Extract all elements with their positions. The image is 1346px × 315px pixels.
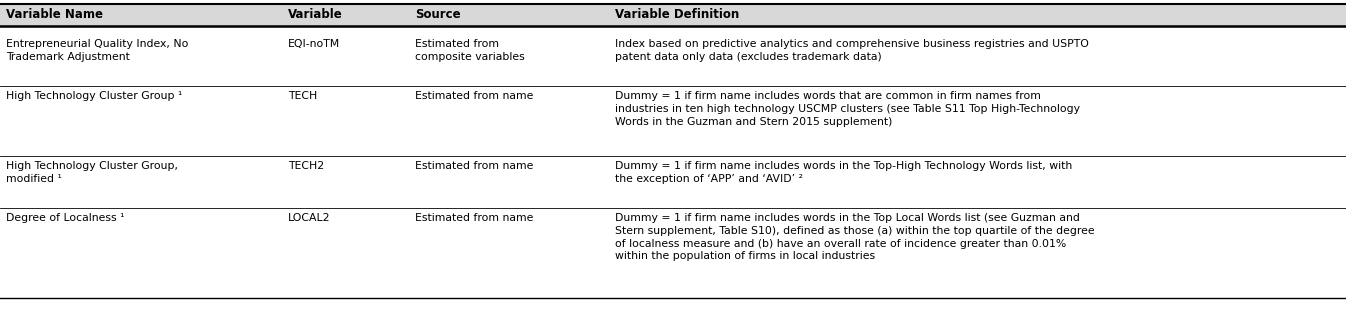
Text: LOCAL2: LOCAL2: [288, 213, 331, 223]
Text: Dummy = 1 if firm name includes words in the Top Local Words list (see Guzman an: Dummy = 1 if firm name includes words in…: [615, 213, 1094, 261]
Text: Estimated from name: Estimated from name: [415, 213, 533, 223]
Text: Estimated from name: Estimated from name: [415, 91, 533, 101]
Text: Estimated from
composite variables: Estimated from composite variables: [415, 39, 525, 62]
Text: Entrepreneurial Quality Index, No
Trademark Adjustment: Entrepreneurial Quality Index, No Tradem…: [5, 39, 188, 62]
Text: Index based on predictive analytics and comprehensive business registries and US: Index based on predictive analytics and …: [615, 39, 1089, 62]
Text: Degree of Localness ¹: Degree of Localness ¹: [5, 213, 124, 223]
Text: Dummy = 1 if firm name includes words in the Top-High Technology Words list, wit: Dummy = 1 if firm name includes words in…: [615, 161, 1073, 184]
Text: Dummy = 1 if firm name includes words that are common in firm names from
industr: Dummy = 1 if firm name includes words th…: [615, 91, 1079, 127]
Text: Variable Name: Variable Name: [5, 9, 104, 21]
Text: TECH2: TECH2: [288, 161, 324, 171]
Text: High Technology Cluster Group ¹: High Technology Cluster Group ¹: [5, 91, 182, 101]
Text: Estimated from name: Estimated from name: [415, 161, 533, 171]
Text: TECH: TECH: [288, 91, 318, 101]
Text: EQI-noTM: EQI-noTM: [288, 39, 341, 49]
Text: High Technology Cluster Group,
modified ¹: High Technology Cluster Group, modified …: [5, 161, 178, 184]
Text: Variable: Variable: [288, 9, 343, 21]
Text: Source: Source: [415, 9, 460, 21]
Text: Variable Definition: Variable Definition: [615, 9, 739, 21]
